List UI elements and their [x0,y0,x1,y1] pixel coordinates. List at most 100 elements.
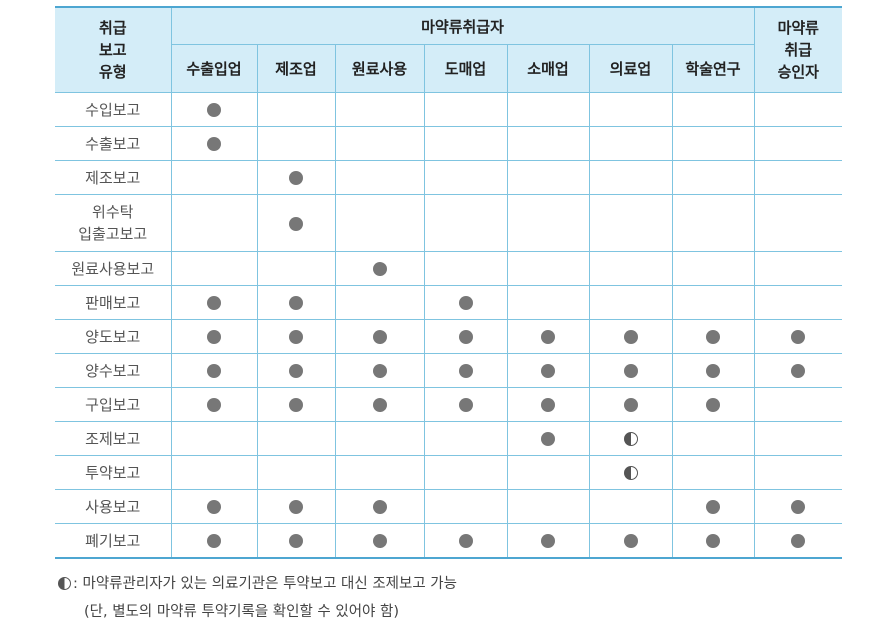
mark-cell [334,387,425,422]
mark-cell [170,126,258,161]
mark-cell [506,489,590,524]
filled-circle-icon [207,103,221,117]
mark-cell [170,319,258,354]
mark-cell [334,421,425,456]
filled-circle-icon [207,330,221,344]
filled-circle-icon [706,500,721,514]
mark-cell [256,319,336,354]
filled-circle-icon [541,432,555,446]
mark-cell [506,387,590,422]
mark-cell [753,251,843,286]
mark-cell [506,92,590,127]
mark-cell [753,160,843,195]
filled-circle-icon [372,330,387,344]
mark-cell [256,387,336,422]
mark-cell [256,523,336,559]
report-type-label: 수입보고 [55,92,172,127]
mark-cell [588,194,673,252]
report-type-label: 투약보고 [55,455,172,490]
filled-circle-icon [541,364,555,378]
mark-cell [753,455,843,490]
half-circle-icon [623,466,638,480]
mark-cell [588,92,673,127]
table-row: 수입보고 [55,92,843,127]
handler-header-7: 학술연구 [671,44,755,93]
filled-circle-icon [458,330,473,344]
handler-header-3: 원료사용 [334,44,425,93]
mark-cell [753,421,843,456]
filled-circle-icon [289,296,303,310]
table-row: 제조보고 [55,160,843,195]
mark-cell [334,92,425,127]
handler-header-6: 의료업 [588,44,673,93]
row-header-label: 취급 보고 유형 [98,19,127,81]
mark-cell [671,319,755,354]
table-row: 투약보고 [55,455,843,490]
filled-circle-icon [541,330,555,344]
mark-cell [423,387,508,422]
mark-cell [588,523,673,559]
handler-header-1: 수출입업 [171,44,258,93]
mark-cell [170,523,258,559]
handler-header-5: 소매업 [506,44,590,93]
mark-cell [423,421,508,456]
mark-cell [423,319,508,354]
mark-cell [588,285,673,320]
report-type-label: 수출보고 [55,126,172,161]
mark-cell [423,523,508,559]
table-row: 사용보고 [55,489,843,524]
mark-cell [753,523,843,559]
mark-cell [334,455,425,490]
filled-circle-icon [289,534,303,548]
table-row: 수출보고 [55,126,843,161]
mark-cell [256,126,336,161]
mark-cell [423,353,508,388]
table-row: 판매보고 [55,285,843,320]
filled-circle-icon [541,398,555,412]
filled-circle-icon [706,330,721,344]
mark-cell [671,421,755,456]
mark-cell [256,285,336,320]
mark-cell [170,285,258,320]
mark-cell [334,285,425,320]
table-row: 양수보고 [55,353,843,388]
filled-circle-icon [623,364,638,378]
filled-circle-icon [207,398,221,412]
report-type-label: 제조보고 [55,160,172,195]
filled-circle-icon [791,364,806,378]
filled-circle-icon [791,534,806,548]
note-text-1: : 마약류관리자가 있는 의료기관은 투약보고 대신 조제보고 가능 [73,576,457,592]
filled-circle-icon [289,364,303,378]
mark-cell [588,387,673,422]
mark-cell [506,194,590,252]
mark-cell [170,353,258,388]
mark-cell [671,353,755,388]
table-row: 원료사용보고 [55,251,843,286]
mark-cell [506,160,590,195]
approved-header-label: 마약류 취급 승인자 [777,19,819,81]
mark-cell [753,285,843,320]
mark-cell [753,387,843,422]
mark-cell [256,421,336,456]
mark-cell [588,489,673,524]
half-circle-icon [58,576,71,590]
table-row: 위수탁 입출고보고 [55,194,843,252]
mark-cell [588,126,673,161]
filled-circle-icon [706,534,721,548]
mark-cell [334,126,425,161]
mark-cell [334,319,425,354]
mark-cell [423,285,508,320]
mark-cell [671,251,755,286]
half-circle-icon [623,432,638,446]
filled-circle-icon [458,398,473,412]
report-type-label: 조제보고 [55,421,172,456]
mark-cell [334,160,425,195]
report-type-label: 구입보고 [55,387,172,422]
mark-cell [753,353,843,388]
filled-circle-icon [289,398,303,412]
mark-cell [753,126,843,161]
mark-cell [671,523,755,559]
mark-cell [671,285,755,320]
report-type-label: 판매보고 [55,285,172,320]
mark-cell [423,194,508,252]
